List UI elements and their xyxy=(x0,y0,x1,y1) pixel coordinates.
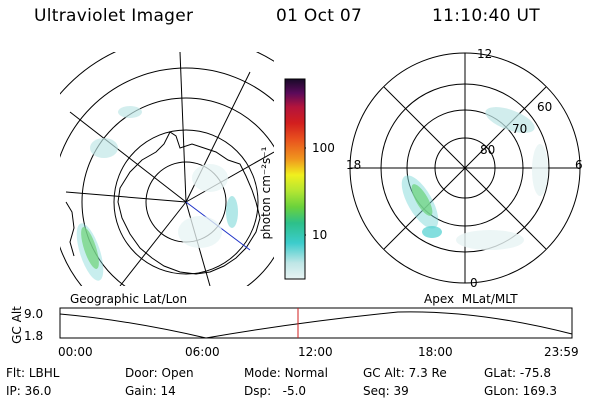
status-filter: Flt: LBHL xyxy=(6,366,60,380)
date-label: 01 Oct 07 xyxy=(276,6,363,26)
magnetic-map xyxy=(349,52,581,284)
altitude-ytick-9: 9.0 xyxy=(24,307,44,321)
mlt-label-18: 18 xyxy=(346,158,362,172)
colorbar-tick-100: 100 xyxy=(312,141,335,155)
instrument-title: Ultraviolet Imager xyxy=(34,6,194,26)
mlt-label-12: 12 xyxy=(477,47,493,61)
status-seq: Seq: 39 xyxy=(363,384,409,398)
status-gain: Gain: 14 xyxy=(125,384,176,398)
altitude-xtick-2359: 23:59 xyxy=(544,345,579,359)
altitude-ylabel: GC Alt xyxy=(10,306,24,344)
status-dsp: Dsp: -5.0 xyxy=(244,384,307,398)
status-ip: IP: 36.0 xyxy=(6,384,52,398)
status-glon: GLon: 169.3 xyxy=(484,384,557,398)
altitude-plot xyxy=(59,307,573,339)
altitude-xtick-0000: 00:00 xyxy=(58,345,93,359)
status-mode: Mode: Normal xyxy=(244,366,328,380)
geographic-caption: Geographic Lat/Lon xyxy=(70,292,188,306)
geographic-map xyxy=(60,52,274,286)
magnetic-caption: Apex MLat/MLT xyxy=(424,292,518,306)
altitude-ytick-1: 1.8 xyxy=(24,329,44,343)
mlat-label-60: 60 xyxy=(537,100,553,114)
altitude-xtick-1800: 18:00 xyxy=(418,345,453,359)
status-glat: GLat: -75.8 xyxy=(484,366,551,380)
colorbar xyxy=(284,78,306,280)
time-label: 11:10:40 UT xyxy=(432,6,540,26)
altitude-xtick-0600: 06:00 xyxy=(185,345,220,359)
mlat-label-80: 80 xyxy=(480,143,496,157)
mlt-label-6: 6 xyxy=(575,158,583,172)
colorbar-tick-10: 10 xyxy=(312,228,328,242)
altitude-xtick-1200: 12:00 xyxy=(298,345,333,359)
status-gc-alt: GC Alt: 7.3 Re xyxy=(363,366,447,380)
colorbar-unit-label: photon cm⁻²s⁻¹ xyxy=(259,146,273,240)
status-door: Door: Open xyxy=(125,366,194,380)
mlat-label-70: 70 xyxy=(512,122,528,136)
mlt-label-0: 0 xyxy=(470,276,478,290)
